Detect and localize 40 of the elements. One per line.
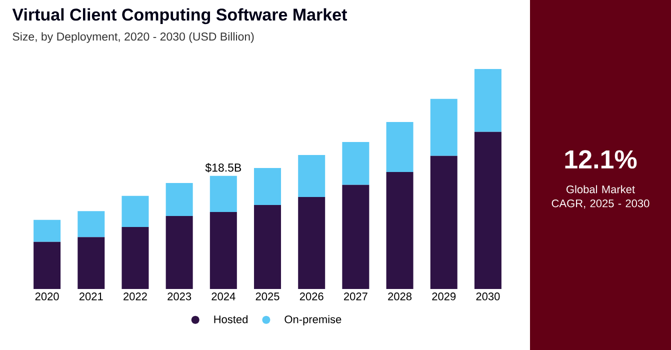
x-tick-label: 2022 — [124, 292, 147, 300]
bar — [474, 132, 502, 289]
x-tick-label: 2024 — [212, 292, 236, 300]
annotation: $18.5B — [205, 163, 242, 172]
bar — [34, 242, 61, 289]
bar — [210, 176, 237, 212]
x-tick-label: 2026 — [300, 292, 324, 300]
x-tick-label: 2023 — [168, 292, 192, 300]
bar — [430, 156, 458, 289]
bar — [166, 216, 193, 289]
x-tick-label: 2025 — [256, 292, 280, 300]
bar — [210, 212, 237, 289]
bar — [474, 68, 502, 132]
x-tick-label: 2021 — [79, 292, 103, 300]
x-tick-label: 2029 — [432, 292, 456, 300]
bar — [342, 142, 370, 185]
text: 12.1% — [565, 150, 637, 169]
bar — [166, 182, 193, 216]
bar — [298, 197, 326, 289]
bar — [298, 155, 326, 198]
bar — [386, 172, 414, 289]
x-tick-label: 2027 — [344, 292, 368, 300]
bar — [386, 122, 414, 172]
legend-label: Hosted — [214, 315, 248, 324]
bar — [78, 237, 105, 289]
bar — [254, 204, 282, 289]
x-tick-label: 2030 — [476, 292, 500, 300]
bar — [78, 211, 105, 238]
bar — [122, 226, 149, 289]
bar — [342, 184, 370, 289]
chart-title: Virtual Client Computing Software Market — [12, 8, 347, 24]
bar — [430, 98, 458, 156]
bar — [122, 196, 149, 227]
legend-label: On-premise — [284, 315, 342, 326]
text: Global Market CAGR, 2025 - 2030 — [552, 185, 650, 209]
bar — [254, 168, 282, 205]
bar — [34, 220, 61, 242]
chart-subtitle: Size, by Deployment, 2020 - 2030 (USD Billion) — [12, 32, 254, 43]
x-tick-label: 2028 — [388, 292, 412, 300]
x-tick-label: 2020 — [35, 292, 59, 300]
